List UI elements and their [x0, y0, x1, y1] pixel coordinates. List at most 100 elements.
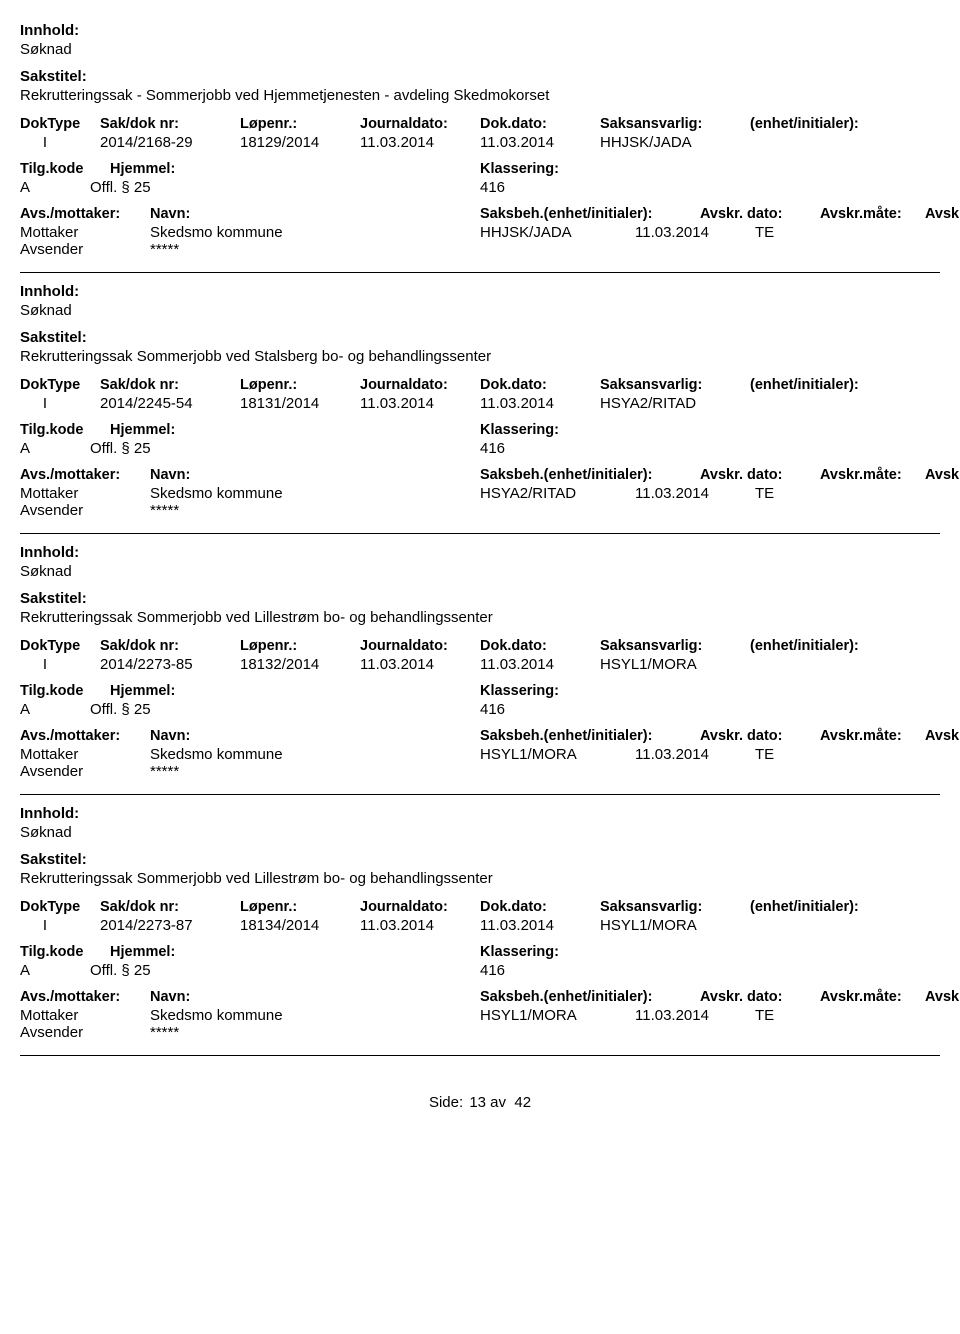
hdr-navn: Navn: — [150, 206, 480, 222]
parties-host: Mottaker Skedsmo kommune HHJSK/JADA 11.0… — [20, 224, 940, 258]
innhold-label: Innhold: — [20, 22, 940, 39]
party-name: ***** — [150, 241, 480, 258]
footer-page: 13 — [469, 1094, 486, 1111]
party-headers: Avs./mottaker: Navn: Saksbeh.(enhet/init… — [20, 467, 940, 483]
hdr-journaldato: Journaldato: — [360, 377, 480, 393]
hdr-tilgkode: Tilg.kode — [20, 422, 110, 438]
innhold-label: Innhold: — [20, 283, 940, 300]
party-role: Mottaker — [20, 1007, 150, 1024]
hdr-dokdato: Dok.dato: — [480, 638, 600, 654]
val-journaldato: 11.03.2014 — [360, 134, 480, 151]
journal-values: I 2014/2273-87 18134/2014 11.03.2014 11.… — [20, 917, 940, 934]
val-doktype: I — [20, 395, 100, 412]
hdr-avsmottaker: Avs./mottaker: — [20, 467, 150, 483]
val-lopenr: 18134/2014 — [240, 917, 360, 934]
hdr-enhet: (enhet/initialer): — [750, 899, 900, 915]
hdr-navn: Navn: — [150, 467, 480, 483]
hdr-doktype: DokType — [20, 116, 100, 132]
tilg-headers: Tilg.kode Hjemmel: Klassering: — [20, 944, 940, 960]
hdr-saksansvarlig: Saksansvarlig: — [600, 116, 750, 132]
hdr-doktype: DokType — [20, 638, 100, 654]
party-dato: 11.03.2014 — [635, 485, 755, 502]
party-role: Mottaker — [20, 485, 150, 502]
hdr-avskrmate: Avskr.måte: — [820, 206, 925, 222]
hdr-avsmottaker: Avs./mottaker: — [20, 206, 150, 222]
page-container: Innhold: Søknad Sakstitel: Rekrutterings… — [0, 0, 960, 1101]
party-role: Avsender — [20, 763, 150, 780]
hdr-saksbeh: Saksbeh.(enhet/initialer): — [480, 989, 700, 1005]
party-dato: 11.03.2014 — [635, 1007, 755, 1024]
journal-values: I 2014/2245-54 18131/2014 11.03.2014 11.… — [20, 395, 940, 412]
tilg-headers: Tilg.kode Hjemmel: Klassering: — [20, 161, 940, 177]
record-divider — [20, 533, 940, 534]
party-name: ***** — [150, 763, 480, 780]
hdr-tilgkode: Tilg.kode — [20, 683, 110, 699]
val-saknr: 2014/2273-85 — [100, 656, 240, 673]
record-divider — [20, 794, 940, 795]
val-dokdato: 11.03.2014 — [480, 134, 600, 151]
party-role: Avsender — [20, 241, 150, 258]
party-name: Skedsmo kommune — [150, 224, 480, 241]
val-journaldato: 11.03.2014 — [360, 656, 480, 673]
hdr-avskrdato: Avskr. dato: — [700, 989, 820, 1005]
hdr-avsmottaker: Avs./mottaker: — [20, 989, 150, 1005]
hdr-avskrdato: Avskr. dato: — [700, 728, 820, 744]
party-role: Mottaker — [20, 224, 150, 241]
hdr-avskrdato: Avskr. dato: — [700, 467, 820, 483]
val-doktype: I — [20, 917, 100, 934]
party-mate: TE — [755, 485, 805, 502]
tilg-headers: Tilg.kode Hjemmel: Klassering: — [20, 422, 940, 438]
val-saksansvarlig: HSYL1/MORA — [600, 917, 750, 934]
records-host: Innhold: Søknad Sakstitel: Rekrutterings… — [20, 22, 940, 1056]
hdr-navn: Navn: — [150, 989, 480, 1005]
party-name: Skedsmo kommune — [150, 485, 480, 502]
record-divider — [20, 272, 940, 273]
val-dokdato: 11.03.2014 — [480, 656, 600, 673]
val-lopenr: 18129/2014 — [240, 134, 360, 151]
party-row: Avsender ***** — [20, 502, 940, 519]
party-headers: Avs./mottaker: Navn: Saksbeh.(enhet/init… — [20, 728, 940, 744]
journal-values: I 2014/2273-85 18132/2014 11.03.2014 11.… — [20, 656, 940, 673]
record: Innhold: Søknad Sakstitel: Rekrutterings… — [20, 805, 940, 1056]
party-row: Mottaker Skedsmo kommune HHJSK/JADA 11.0… — [20, 224, 940, 241]
hdr-doktype: DokType — [20, 899, 100, 915]
parties-host: Mottaker Skedsmo kommune HSYA2/RITAD 11.… — [20, 485, 940, 519]
hdr-saksbeh: Saksbeh.(enhet/initialer): — [480, 467, 700, 483]
hdr-klassering: Klassering: — [480, 161, 850, 177]
hdr-journaldato: Journaldato: — [360, 116, 480, 132]
party-name: Skedsmo kommune — [150, 746, 480, 763]
hdr-avskrivlnr: Avskriv lnr.: — [925, 467, 960, 483]
innhold-value: Søknad — [20, 41, 940, 58]
hdr-hjemmel: Hjemmel: — [110, 944, 480, 960]
val-tilgkode: A — [20, 440, 90, 457]
innhold-value: Søknad — [20, 563, 940, 580]
hdr-lopenr: Løpenr.: — [240, 116, 360, 132]
tilg-values: A Offl. § 25 416 — [20, 440, 940, 457]
sakstittel-label: Sakstitel: — [20, 590, 940, 607]
hdr-tilgkode: Tilg.kode — [20, 161, 110, 177]
journal-headers: DokType Sak/dok nr: Løpenr.: Journaldato… — [20, 899, 940, 915]
hdr-klassering: Klassering: — [480, 944, 850, 960]
hdr-avskrdato: Avskr. dato: — [700, 206, 820, 222]
val-saksansvarlig: HSYL1/MORA — [600, 656, 750, 673]
hdr-lopenr: Løpenr.: — [240, 638, 360, 654]
party-name: Skedsmo kommune — [150, 1007, 480, 1024]
hdr-avsmottaker: Avs./mottaker: — [20, 728, 150, 744]
sakstittel-value: Rekrutteringssak - Sommerjobb ved Hjemme… — [20, 87, 940, 104]
hdr-saknr: Sak/dok nr: — [100, 377, 240, 393]
val-dokdato: 11.03.2014 — [480, 395, 600, 412]
party-saksbeh: HSYL1/MORA — [480, 746, 635, 763]
hdr-saksansvarlig: Saksansvarlig: — [600, 377, 750, 393]
journal-headers: DokType Sak/dok nr: Løpenr.: Journaldato… — [20, 377, 940, 393]
party-row: Avsender ***** — [20, 241, 940, 258]
val-saknr: 2014/2245-54 — [100, 395, 240, 412]
hdr-lopenr: Løpenr.: — [240, 899, 360, 915]
party-saksbeh: HSYL1/MORA — [480, 1007, 635, 1024]
val-tilgkode: A — [20, 962, 90, 979]
hdr-avskrmate: Avskr.måte: — [820, 989, 925, 1005]
val-saksansvarlig: HHJSK/JADA — [600, 134, 750, 151]
hdr-hjemmel: Hjemmel: — [110, 422, 480, 438]
hdr-saksansvarlig: Saksansvarlig: — [600, 899, 750, 915]
hdr-saknr: Sak/dok nr: — [100, 116, 240, 132]
hdr-hjemmel: Hjemmel: — [110, 683, 480, 699]
